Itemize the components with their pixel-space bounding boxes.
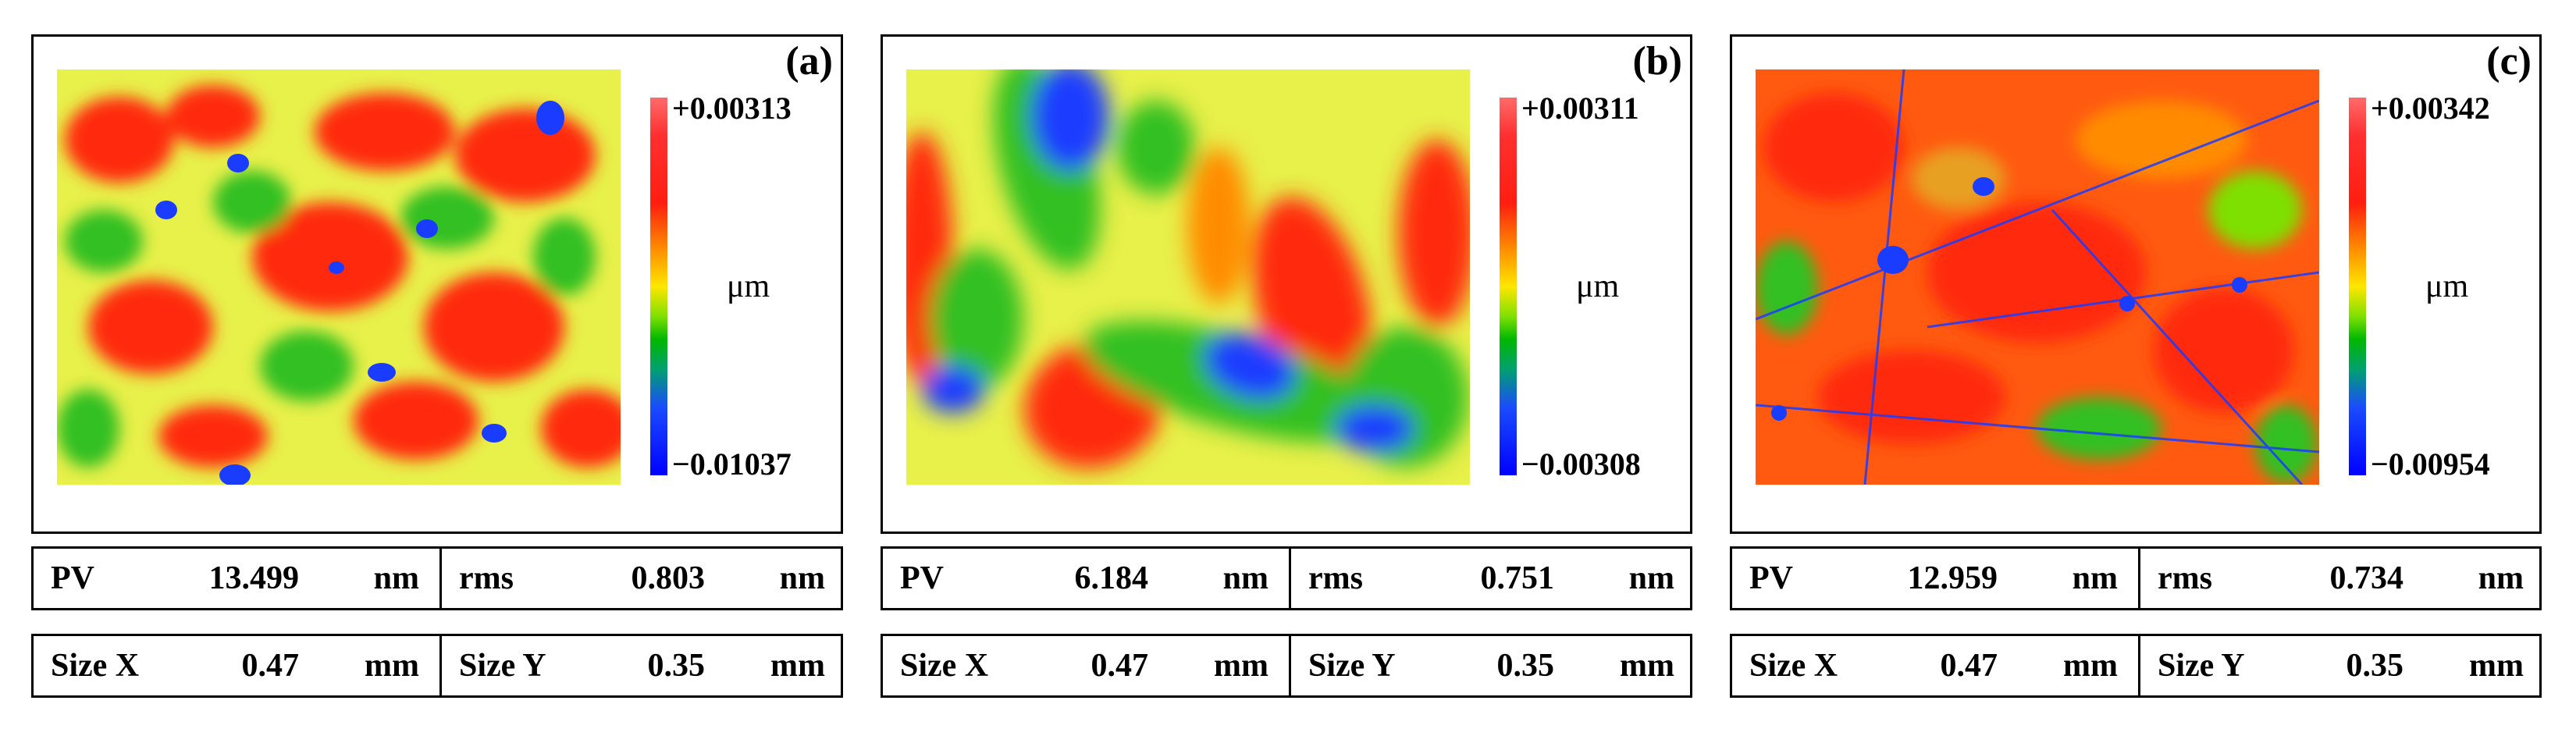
rms-label: rms xyxy=(459,560,514,596)
colorbar-max-label: +0.00313 xyxy=(672,91,792,126)
colorbar-unit-label: μm xyxy=(2425,268,2469,304)
size-y-unit: mm xyxy=(770,648,825,684)
colorbar-unit-label: μm xyxy=(727,268,770,304)
pv-value: 13.499 xyxy=(208,560,300,596)
panel-a: (a) xyxy=(31,0,845,736)
size-x-unit: mm xyxy=(1214,648,1268,684)
pv-label: PV xyxy=(51,560,94,596)
pv-unit: nm xyxy=(1222,560,1268,596)
colorbar xyxy=(650,98,667,475)
size-y-cell: Size Y 0.35 mm xyxy=(1289,636,1695,695)
rms-unit: nm xyxy=(1628,560,1674,596)
panel-c: (c) xyxy=(1730,0,2543,736)
pv-cell: PV 6.184 nm xyxy=(883,549,1289,608)
size-x-cell: Size X 0.47 mm xyxy=(883,636,1289,695)
pv-value: 12.959 xyxy=(1907,560,1998,596)
pv-unit: nm xyxy=(2072,560,2118,596)
size-y-label: Size Y xyxy=(459,648,546,684)
colorbar-unit-label: μm xyxy=(1576,268,1620,304)
stats-row-pv-rms: PV 12.959 nm rms 0.734 nm xyxy=(1730,546,2542,610)
colorbar xyxy=(2349,98,2366,475)
size-y-value: 0.35 xyxy=(647,648,706,684)
pv-label: PV xyxy=(1749,560,1793,596)
rms-cell: rms 0.734 nm xyxy=(2138,549,2544,608)
size-x-value: 0.47 xyxy=(1940,648,1998,684)
surface-height-map xyxy=(1756,69,2319,485)
colorbar-max-label: +0.00342 xyxy=(2371,91,2490,126)
surface-height-map xyxy=(57,69,621,485)
pv-label: PV xyxy=(900,560,944,596)
colorbar-max-label: +0.00311 xyxy=(1521,91,1639,126)
pv-unit: nm xyxy=(373,560,419,596)
size-y-label: Size Y xyxy=(1308,648,1396,684)
colorbar-min-label: −0.01037 xyxy=(672,446,792,482)
surface-height-map xyxy=(906,69,1470,485)
size-y-cell: Size Y 0.35 mm xyxy=(439,636,845,695)
pv-cell: PV 13.499 nm xyxy=(34,549,439,608)
size-y-value: 0.35 xyxy=(2346,648,2404,684)
rms-unit: nm xyxy=(779,560,825,596)
pv-cell: PV 12.959 nm xyxy=(1732,549,2138,608)
colorbar xyxy=(1500,98,1517,475)
size-x-unit: mm xyxy=(365,648,419,684)
colorbar-min-label: −0.00308 xyxy=(1521,446,1641,482)
size-x-cell: Size X 0.47 mm xyxy=(34,636,439,695)
size-y-unit: mm xyxy=(2469,648,2524,684)
size-x-label: Size X xyxy=(1749,648,1838,684)
panel-label: (c) xyxy=(2486,39,2532,84)
size-y-cell: Size Y 0.35 mm xyxy=(2138,636,2544,695)
size-x-label: Size X xyxy=(900,648,989,684)
stats-row-size: Size X 0.47 mm Size Y 0.35 mm xyxy=(881,634,1692,698)
rms-cell: rms 0.803 nm xyxy=(439,549,845,608)
size-x-value: 0.47 xyxy=(241,648,300,684)
stats-row-size: Size X 0.47 mm Size Y 0.35 mm xyxy=(31,634,843,698)
surface-map-frame: (b) xyxy=(881,34,1692,534)
stats-row-pv-rms: PV 13.499 nm rms 0.803 nm xyxy=(31,546,843,610)
surface-map-frame: (a) xyxy=(31,34,843,534)
pv-value: 6.184 xyxy=(1074,560,1149,596)
rms-label: rms xyxy=(2158,560,2212,596)
rms-value: 0.734 xyxy=(2329,560,2404,596)
rms-label: rms xyxy=(1308,560,1363,596)
size-y-label: Size Y xyxy=(2158,648,2245,684)
size-y-value: 0.35 xyxy=(1496,648,1555,684)
size-y-unit: mm xyxy=(1620,648,1674,684)
rms-unit: nm xyxy=(2478,560,2524,596)
size-x-unit: mm xyxy=(2063,648,2118,684)
panel-label: (a) xyxy=(785,39,833,84)
size-x-cell: Size X 0.47 mm xyxy=(1732,636,2138,695)
stats-row-size: Size X 0.47 mm Size Y 0.35 mm xyxy=(1730,634,2542,698)
size-x-label: Size X xyxy=(51,648,140,684)
colorbar-min-label: −0.00954 xyxy=(2371,446,2490,482)
rms-value: 0.751 xyxy=(1480,560,1555,596)
surface-map-frame: (c) xyxy=(1730,34,2542,534)
panel-b: (b) xyxy=(881,0,1694,736)
rms-cell: rms 0.751 nm xyxy=(1289,549,1695,608)
stats-row-pv-rms: PV 6.184 nm rms 0.751 nm xyxy=(881,546,1692,610)
panel-label: (b) xyxy=(1632,39,1682,84)
rms-value: 0.803 xyxy=(631,560,706,596)
size-x-value: 0.47 xyxy=(1091,648,1149,684)
